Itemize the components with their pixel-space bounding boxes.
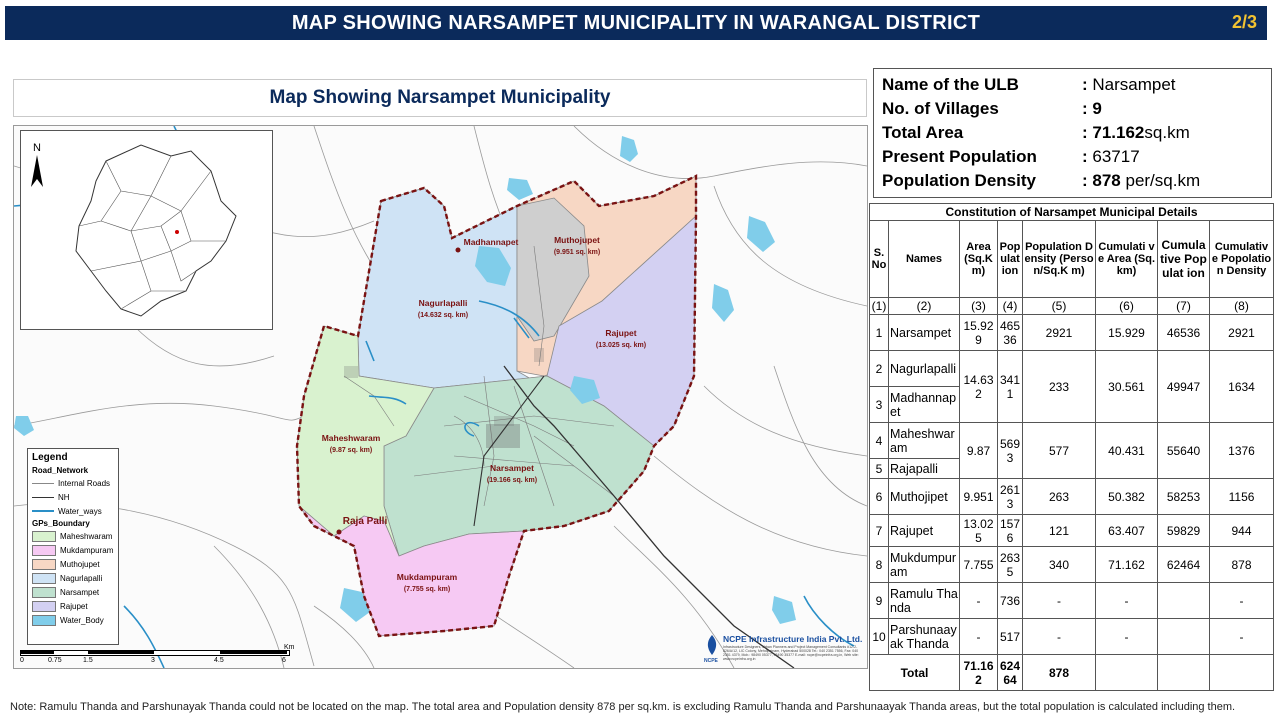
label-muthojupet-area: (9.951 sq. km) — [554, 249, 600, 256]
label-narsampet: Narsampet — [490, 463, 534, 473]
map-frame[interactable]: Madhannapet Muthojupet (9.951 sq. km) Na… — [13, 125, 868, 669]
legend-title: Legend — [32, 452, 68, 463]
table-row: 7 Rajupet 13.025 1576 121 63.407 59829 944 — [869, 514, 1275, 547]
table-row: 5 Rajapalli — [869, 458, 1274, 479]
table-header-row: S. No Names Area (Sq.K m) Pop ulat ion Popu… — [869, 220, 1275, 298]
table-row: 8 Mukdumpuram 7.755 2635 340 71.162 62464 87… — [869, 546, 1275, 583]
label-rajupet: Rajupet — [605, 328, 636, 338]
table-row: 10 Parshunaayak Thanda -517 -- - — [869, 618, 1275, 655]
nh-road-2 — [473, 375, 545, 527]
label-narsampet-area: (19.166 sq. km) — [487, 477, 537, 484]
scale-bar: 0 0.75 1.5 3 4.5 6 Km — [20, 644, 295, 664]
info-row-density: Population Density : 878 per/sq.km — [882, 171, 1201, 190]
label-muthojupet: Muthojupet — [554, 235, 600, 245]
table-row: 1 Narsampet 15.929 46536 2921 15.929 46536 2… — [869, 314, 1275, 351]
table-row: 4 Maheshwaram 9.87 5693 577 40.431 55640 137… — [869, 422, 1275, 479]
table-caption: Constitution of Narsampet Municipal Deta… — [868, 203, 1275, 221]
svg-text:NCPE: NCPE — [704, 658, 719, 663]
north-label: N — [33, 142, 41, 154]
internal-roads — [343, 245, 615, 507]
state-outline — [75, 144, 237, 317]
company-logo: NCPE NCPE Infrastructure India Pvt. Ltd.… — [703, 633, 863, 665]
legend-item-internal-roads: Internal Roads — [28, 476, 118, 490]
inner-water-bodies — [475, 246, 600, 404]
footnote: Note: Ramulu Thanda and Parshunayak Than… — [10, 701, 1236, 713]
logo-text: Infrastructure Designers, Urban Planners… — [723, 645, 859, 661]
table-row: 2 Nagurlapalli 14.632 3411 233 30.561 49947… — [869, 350, 1275, 423]
label-nagurlapalli: Nagurlapalli — [419, 298, 468, 308]
legend-item-muthojupet: Muthojupet — [28, 557, 118, 571]
table-row: 9 Ramulu Thanda -736 -- - — [869, 582, 1275, 619]
page-number: 2/3 — [1231, 12, 1257, 32]
legend-item-rajupet: Rajupet — [28, 599, 118, 613]
legend-item-water-body: Water_Body — [28, 613, 118, 627]
label-rajapalli: Raja Palli — [343, 516, 388, 527]
internal-waterways — [365, 300, 540, 437]
label-rajupet-area: (13.025 sq. km) — [596, 342, 646, 349]
madhannapet-dot — [455, 247, 461, 253]
table-column-numbers: (1) (2) (3) (4) (5) (6) (7) (8) — [869, 297, 1275, 315]
gp-muthojupet-grey — [516, 197, 590, 342]
label-madhannapet: Madhannapet — [464, 237, 519, 247]
district-lines — [78, 155, 226, 310]
label-maheshwaram: Maheshwaram — [322, 433, 381, 443]
label-mukdampuram: Mukdampuram — [397, 572, 458, 582]
legend-item-mukdampuram: Mukdampuram — [28, 543, 118, 557]
nh-road — [503, 365, 795, 668]
logo-name: NCPE Infrastructure India Pvt. Ltd. — [723, 634, 863, 644]
urban-cluster — [344, 348, 544, 448]
info-row-population: Present Population : 63717 — [882, 147, 1140, 166]
municipal-details-table: Constitution of Narsampet Municipal Deta… — [868, 203, 1275, 691]
header-bar: MAP SHOWING NARSAMPET MUNICIPALITY IN WA… — [5, 6, 1267, 40]
municipality-boundary — [295, 174, 698, 638]
location-marker — [175, 230, 179, 234]
legend-item-narsampet: Narsampet — [28, 585, 118, 599]
info-row-name: Name of the ULB : Narsampet — [882, 75, 1176, 94]
north-arrow-icon — [31, 155, 43, 187]
legend-gp-title: GPs_Boundary — [32, 519, 90, 528]
inset-map: N — [20, 130, 273, 330]
table-total-row: Total 71.162 62464 878 — [869, 654, 1275, 691]
legend-item-nh: NH — [28, 490, 118, 504]
map-title-box: Map Showing Narsampet Municipality — [13, 79, 867, 117]
label-mukdampuram-area: (7.755 sq. km) — [404, 586, 450, 593]
rajapalli-dot — [336, 529, 342, 535]
info-row-villages: No. of Villages : 9 — [882, 99, 1102, 118]
label-nagurlapalli-area: (14.632 sq. km) — [418, 312, 468, 319]
page-title: MAP SHOWING NARSAMPET MUNICIPALITY IN WA… — [291, 11, 981, 34]
logo-icon: NCPE — [704, 635, 719, 663]
map-title: Map Showing Narsampet Municipality — [269, 87, 611, 108]
legend-item-nagurlapalli: Nagurlapalli — [28, 571, 118, 585]
label-maheshwaram-area: (9.87 sq. km) — [330, 447, 372, 454]
legend-item-waterways: Water_ways — [28, 504, 118, 518]
table-row: 6 Muthojipet 9.951 2613 263 50.382 58253 115… — [869, 478, 1275, 515]
legend-item-maheshwaram: Maheshwaram — [28, 529, 118, 543]
legend-road-title: Road_Network — [32, 466, 89, 475]
info-row-area: Total Area : 71.162sq.km — [882, 123, 1190, 142]
map-legend: Legend Road_Network Internal Roads NH Wa… — [27, 448, 119, 645]
ulb-info-box: Name of the ULB : Narsampet No. of Villa… — [873, 68, 1272, 198]
